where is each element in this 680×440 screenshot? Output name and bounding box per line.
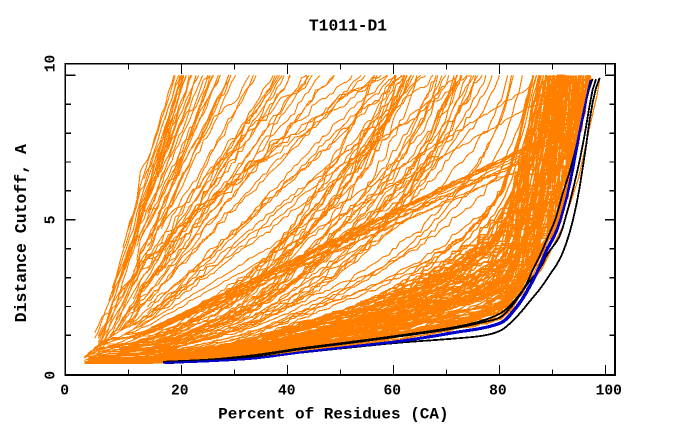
svg-text:0: 0 [60,384,69,400]
svg-text:80: 80 [489,384,507,400]
svg-text:40: 40 [278,384,296,400]
svg-text:0: 0 [43,371,59,380]
svg-text:5: 5 [43,215,59,224]
svg-text:100: 100 [596,384,622,400]
svg-text:20: 20 [171,384,189,400]
svg-text:10: 10 [43,55,59,73]
svg-text:Percent of Residues (CA): Percent of Residues (CA) [218,406,448,424]
svg-text:60: 60 [384,384,402,400]
svg-text:Distance Cutoff, A: Distance Cutoff, A [12,144,31,322]
svg-text:T1011-D1: T1011-D1 [309,17,387,36]
